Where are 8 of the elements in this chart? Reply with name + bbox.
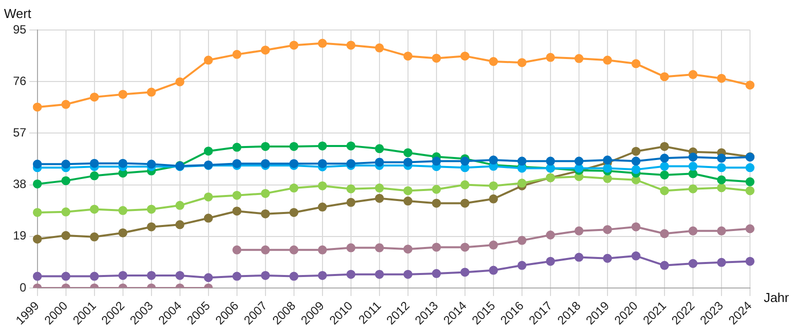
y-tick-label: 19 (12, 228, 27, 243)
y-tick-label: 38 (12, 177, 27, 192)
y-tick-label: 76 (12, 74, 27, 88)
y-axis-title: Wert (4, 6, 32, 21)
y-tick-label: 95 (12, 22, 27, 36)
y-tick-label: 57 (12, 125, 27, 140)
x-axis-title: Jahr (764, 290, 789, 305)
y-tick-label: 0 (20, 280, 27, 294)
